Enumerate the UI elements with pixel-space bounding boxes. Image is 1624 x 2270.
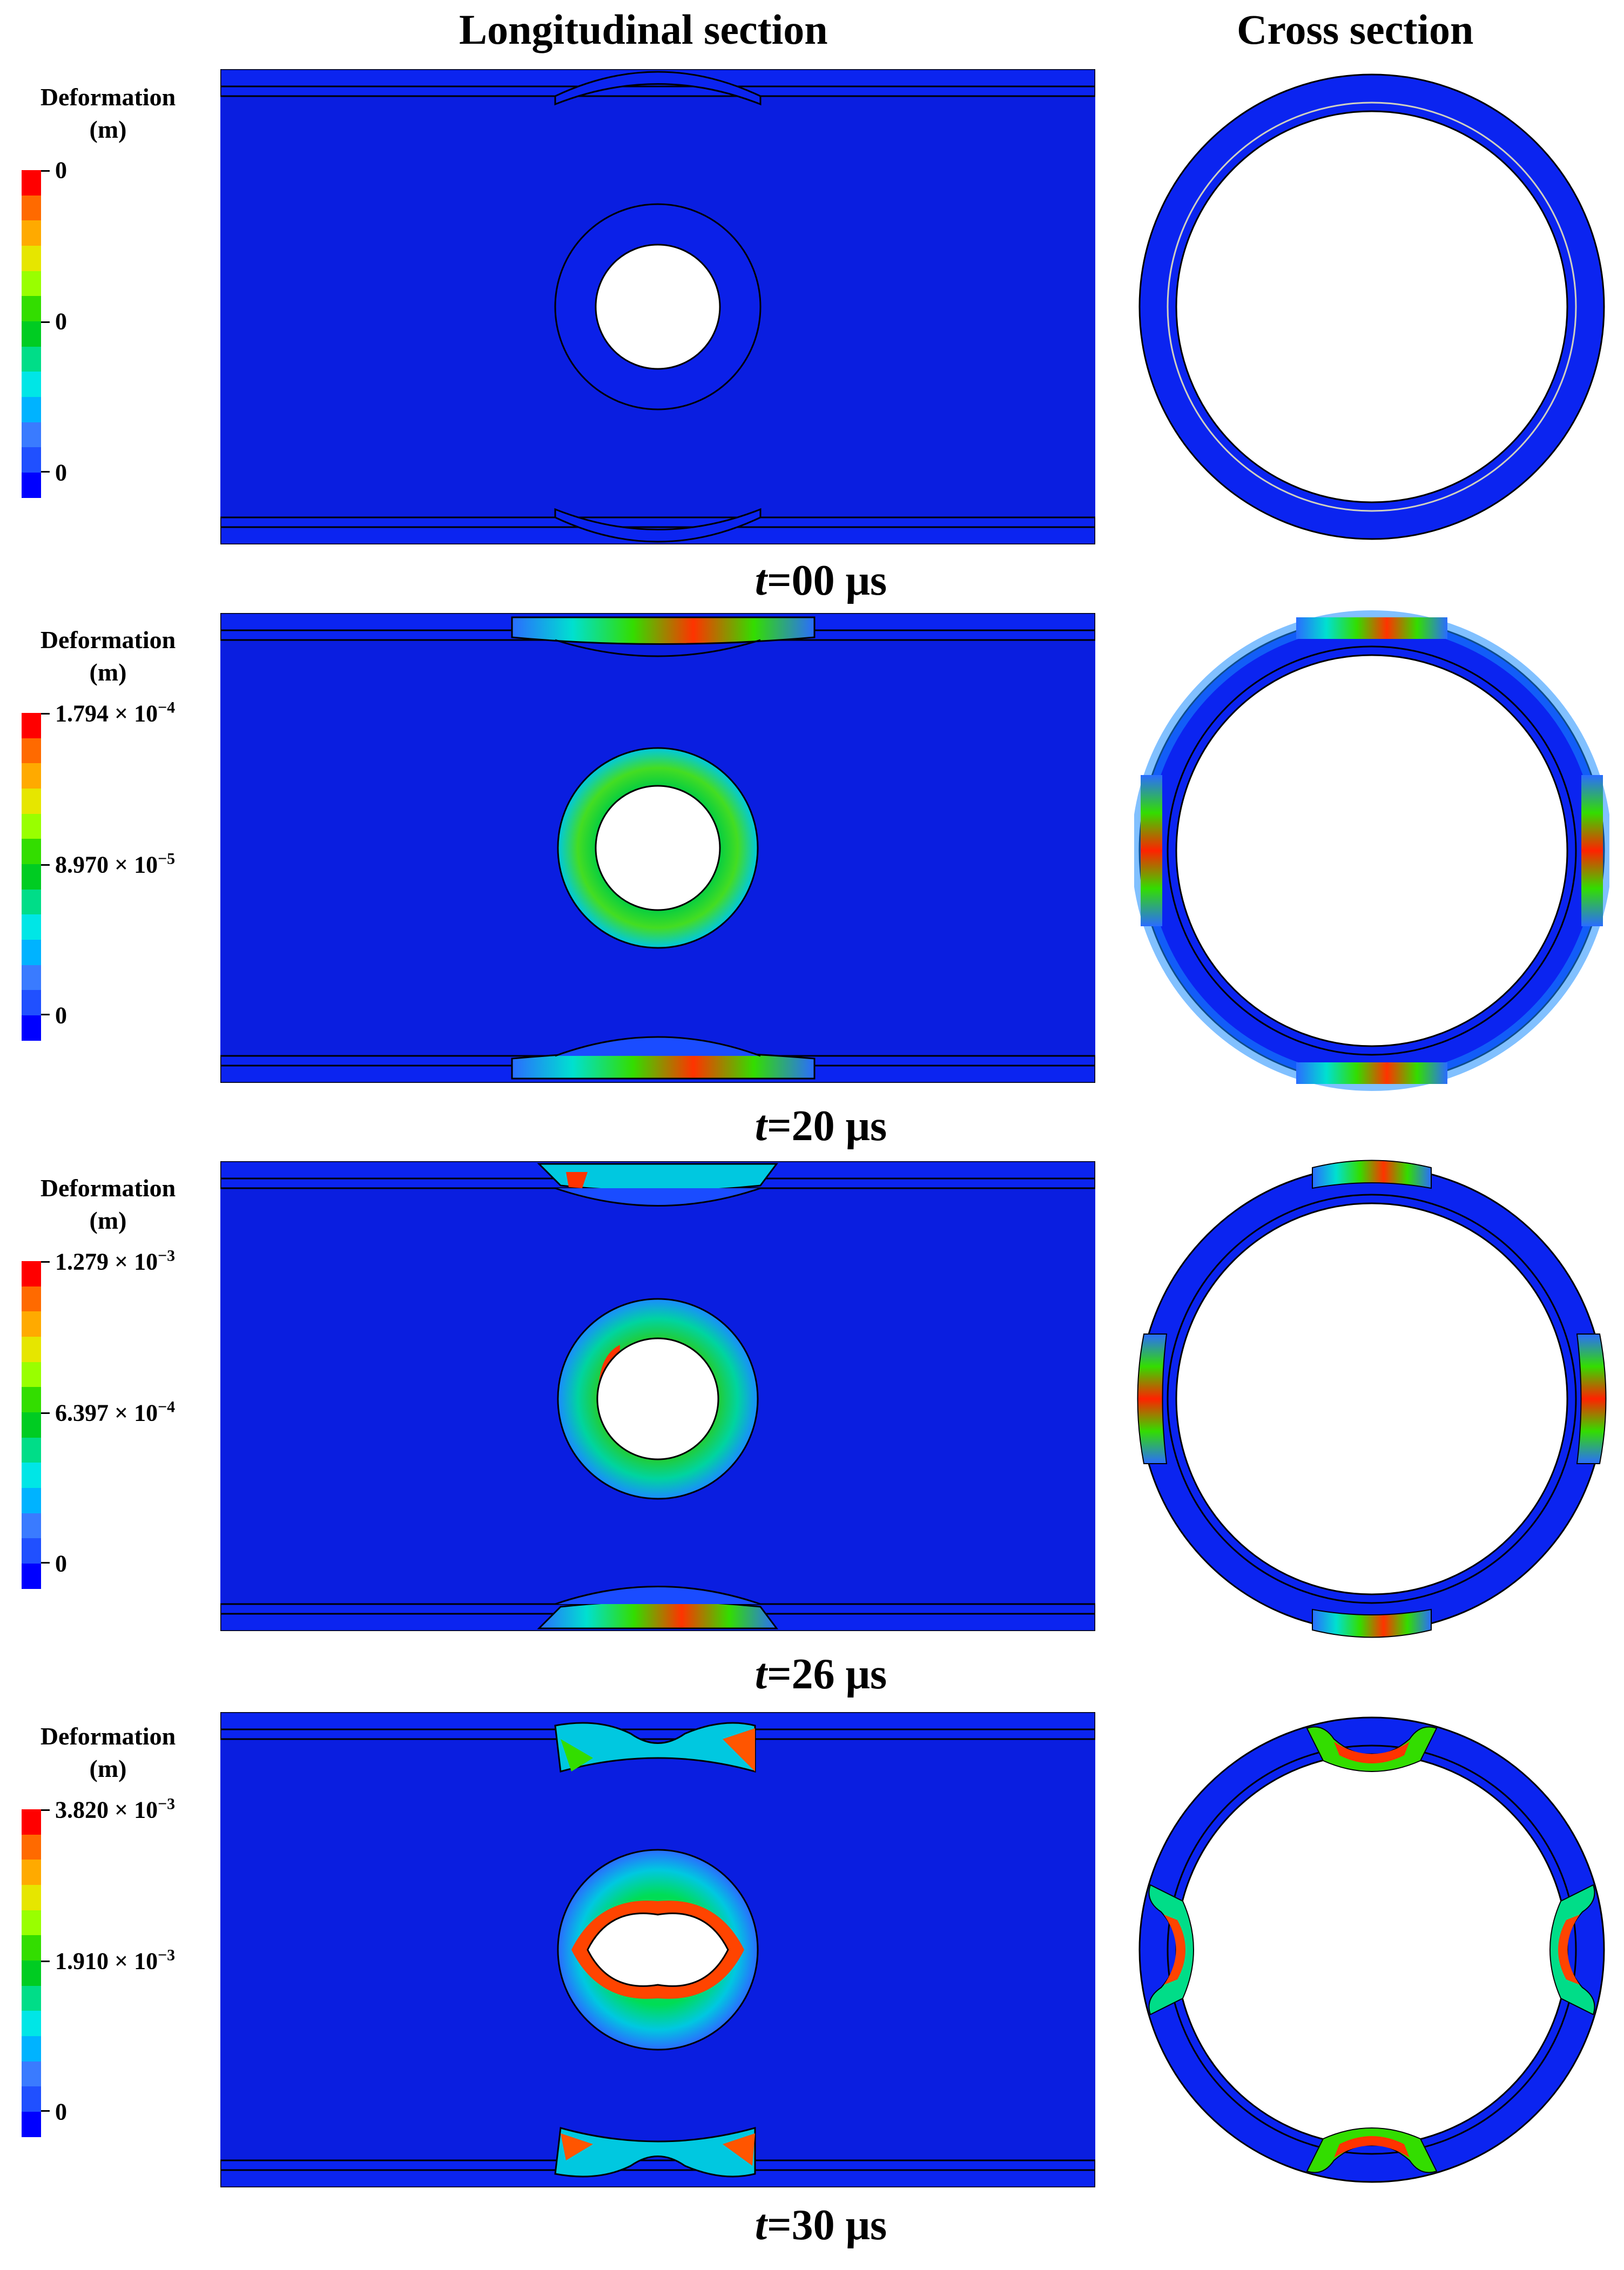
colorbar-segment	[22, 1513, 41, 1539]
colorbar-segment	[22, 1860, 41, 1885]
cross-section-panel-t30	[1129, 1707, 1615, 2193]
colorbar-legend-t00: Deformation (m) 0 0 0	[22, 81, 216, 556]
colorbar-segment	[22, 1261, 41, 1286]
cross-section-panel-t00	[1134, 64, 1609, 550]
legend-min-value: 0	[55, 1550, 67, 1577]
colorbar-segment	[22, 839, 41, 864]
legend-mid-value: 8.970 × 10−5	[55, 850, 176, 878]
colorbar-segment	[22, 372, 41, 397]
colorbar-segment	[22, 939, 41, 965]
colorbar-segment	[22, 889, 41, 915]
colorbar-segment	[22, 1538, 41, 1564]
colorbar-segment	[22, 813, 41, 839]
colorbar-segment	[22, 914, 41, 940]
colorbar-segment	[22, 296, 41, 321]
legend-min-value: 0	[55, 1002, 67, 1029]
colorbar-segment	[22, 1463, 41, 1488]
legend-mid-value: 0	[55, 308, 67, 335]
colorbar-segment	[22, 396, 41, 422]
colorbar	[22, 1809, 41, 2137]
colorbar-legend-t20: Deformation (m) 1.794 × 10−4 8.970 × 10−…	[22, 624, 216, 1099]
colorbar-segment	[22, 965, 41, 991]
legend-min-value: 0	[55, 459, 67, 486]
legend-unit: (m)	[89, 1755, 127, 1782]
longitudinal-section-header: Longitudinal section	[459, 6, 828, 53]
colorbar-segment	[22, 1412, 41, 1438]
legend-title: Deformation	[40, 83, 176, 111]
colorbar-segment	[22, 1935, 41, 1961]
colorbar-segment	[22, 271, 41, 297]
colorbar-segment	[22, 1437, 41, 1463]
legend-unit: (m)	[89, 116, 127, 143]
legend-mid-value: 1.910 × 10−3	[55, 1946, 176, 1975]
colorbar-segment	[22, 1487, 41, 1513]
cross-section-header: Cross section	[1237, 6, 1474, 53]
colorbar-segment	[22, 1563, 41, 1589]
legend-max-value: 3.820 × 10−3	[55, 1795, 176, 1823]
colorbar-segment	[22, 763, 41, 789]
legend-unit: (m)	[89, 1207, 127, 1234]
colorbar-segment	[22, 1387, 41, 1412]
colorbar-segment	[22, 447, 41, 473]
time-label-t20: t=20 μs	[754, 1102, 887, 1150]
legend-unit: (m)	[89, 658, 127, 686]
colorbar-segment	[22, 738, 41, 764]
colorbar	[22, 1261, 41, 1589]
colorbar-segment	[22, 1910, 41, 1936]
colorbar-segment	[22, 2111, 41, 2137]
longitudinal-panel-t20	[220, 613, 1095, 1083]
time-label-t30: t=30 μs	[754, 2201, 887, 2249]
legend-mid-value: 6.397 × 10−4	[55, 1398, 176, 1426]
legend-title: Deformation	[40, 626, 176, 654]
legend-title: Deformation	[40, 1722, 176, 1750]
colorbar-segment	[22, 1960, 41, 1986]
colorbar-segment	[22, 864, 41, 890]
colorbar-segment	[22, 2061, 41, 2087]
legend-min-value: 0	[55, 2098, 67, 2125]
colorbar-segment	[22, 1336, 41, 1362]
colorbar-segment	[22, 2011, 41, 2036]
colorbar-segment	[22, 713, 41, 738]
cross-section-panel-t20	[1134, 608, 1609, 1094]
colorbar-segment	[22, 346, 41, 372]
colorbar	[22, 713, 41, 1041]
colorbar-segment	[22, 788, 41, 814]
colorbar-segment	[22, 1985, 41, 2011]
legend-max-value: 0	[55, 157, 67, 184]
colorbar-segment	[22, 1809, 41, 1835]
longitudinal-panel-t26	[220, 1161, 1095, 1631]
colorbar-segment	[22, 1834, 41, 1860]
colorbar-segment	[22, 2086, 41, 2112]
colorbar-segment	[22, 2036, 41, 2062]
colorbar-segment	[22, 245, 41, 271]
colorbar-segment	[22, 990, 41, 1015]
colorbar-segment	[22, 170, 41, 196]
time-label-t00: t=00 μs	[754, 557, 887, 604]
colorbar-segment	[22, 472, 41, 498]
longitudinal-panel-t30	[220, 1712, 1095, 2187]
colorbar-segment	[22, 1311, 41, 1337]
colorbar-segment	[22, 321, 41, 347]
colorbar-legend-t30: Deformation (m) 3.820 × 10−3 1.910 × 10−…	[22, 1720, 216, 2195]
colorbar-segment	[22, 220, 41, 246]
legend-max-value: 1.794 × 10−4	[55, 698, 176, 727]
colorbar-segment	[22, 1362, 41, 1387]
colorbar-segment	[22, 422, 41, 448]
colorbar-segment	[22, 195, 41, 221]
cross-section-panel-t26	[1134, 1156, 1609, 1642]
colorbar-segment	[22, 1286, 41, 1312]
colorbar-legend-t26: Deformation (m) 1.279 × 10−3 6.397 × 10−…	[22, 1172, 216, 1647]
colorbar	[22, 170, 41, 498]
legend-max-value: 1.279 × 10−3	[55, 1247, 176, 1275]
colorbar-segment	[22, 1015, 41, 1041]
legend-title: Deformation	[40, 1174, 176, 1202]
colorbar-segment	[22, 1884, 41, 1910]
longitudinal-panel-t00	[220, 69, 1095, 544]
time-label-t26: t=26 μs	[754, 1651, 887, 1698]
